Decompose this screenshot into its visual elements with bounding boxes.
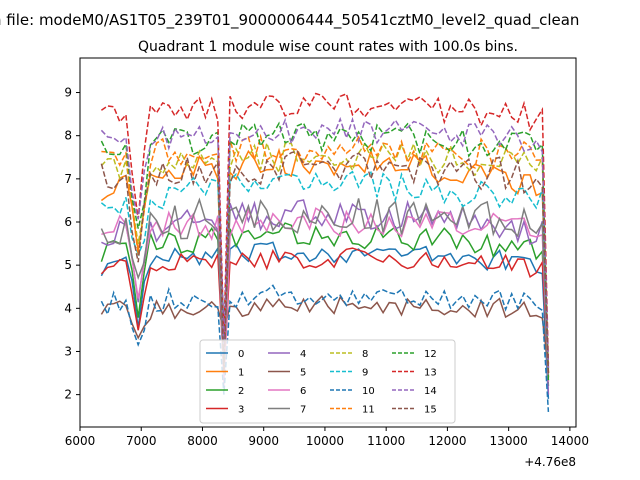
y-tick-label: 3 (64, 344, 72, 358)
x-tick-label: 6000 (65, 434, 96, 448)
legend-label: 6 (300, 386, 306, 397)
series-line-1 (100, 147, 550, 378)
x-tick-label: 14000 (551, 434, 589, 448)
legend-label: 8 (362, 349, 368, 360)
series-line-11 (101, 133, 550, 374)
series-line-3 (100, 247, 550, 374)
chart-title: Quadrant 1 module wise count rates with … (138, 39, 518, 55)
legend-label: 2 (238, 386, 244, 397)
legend-label: 15 (424, 405, 437, 416)
x-tick-label: 10000 (306, 434, 344, 448)
series-line-13 (100, 92, 550, 365)
series-line-6 (101, 207, 550, 387)
x-tick-label: 12000 (428, 434, 466, 448)
y-tick-label: 4 (64, 301, 72, 315)
legend-label: 9 (362, 368, 368, 379)
legend-label: 5 (300, 368, 306, 379)
plot-frame (79, 57, 577, 428)
x-tick-label: 13000 (490, 434, 528, 448)
series-line-14 (100, 116, 550, 369)
legend-label: 4 (300, 349, 306, 360)
y-tick-label: 2 (64, 388, 72, 402)
series-line-7 (100, 197, 550, 378)
legend-label: 13 (424, 368, 437, 379)
y-tick-label: 7 (64, 172, 72, 186)
legend-label: 12 (424, 349, 437, 360)
y-tick-label: 9 (64, 86, 72, 100)
legend-label: 7 (300, 405, 306, 416)
series-line-15 (100, 150, 550, 374)
x-tick-label: 8000 (187, 434, 218, 448)
x-offset-label: +4.76e8 (524, 455, 576, 469)
series-line-10 (100, 284, 550, 412)
legend-label: 14 (424, 386, 437, 397)
series-line-9 (100, 170, 550, 369)
legend-label: 10 (362, 386, 375, 397)
series-line-4 (101, 199, 550, 395)
x-tick-label: 7000 (126, 434, 157, 448)
legend-label: 11 (362, 405, 375, 416)
series-line-5 (100, 294, 550, 369)
x-tick-label: 9000 (248, 434, 279, 448)
x-tick-label: 11000 (367, 434, 405, 448)
chart-suptitle: n file: modeM0/AS1T05_239T01_9000006444_… (0, 11, 579, 30)
series-line-8 (100, 140, 550, 374)
series-layer (100, 92, 550, 412)
series-line-0 (100, 241, 550, 399)
legend-box (199, 339, 456, 424)
series-line-2 (100, 222, 550, 387)
legend-label: 1 (238, 368, 244, 379)
x-axis: 6000 7000 8000 9000 10000 11000 12000 13000 1400… (65, 427, 589, 448)
legend-label: 3 (238, 405, 244, 416)
y-tick-label: 6 (64, 215, 72, 229)
y-tick-label: 5 (64, 258, 72, 272)
y-tick-label: 8 (64, 129, 72, 143)
y-axis: 2 3 4 5 6 7 8 9 (64, 86, 80, 402)
legend-label: 0 (238, 349, 244, 360)
